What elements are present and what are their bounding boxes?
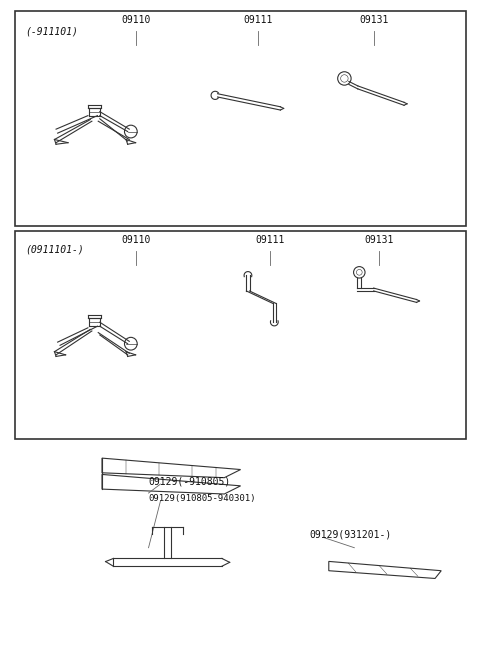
Text: 09129(-910805): 09129(-910805) xyxy=(148,476,231,486)
Bar xyxy=(15,231,466,440)
Text: 09131: 09131 xyxy=(364,235,394,246)
Text: 09110: 09110 xyxy=(121,235,150,246)
Text: 09111: 09111 xyxy=(243,14,273,25)
Text: 09111: 09111 xyxy=(255,235,285,246)
Text: 09129(910805-940301): 09129(910805-940301) xyxy=(148,494,256,503)
Text: 09129(931201-): 09129(931201-) xyxy=(310,530,392,540)
Text: 09131: 09131 xyxy=(360,14,389,25)
Text: 09110: 09110 xyxy=(121,14,150,25)
Bar xyxy=(15,11,466,225)
Text: (-911101): (-911101) xyxy=(25,27,78,37)
Text: (0911101-): (0911101-) xyxy=(25,244,84,254)
